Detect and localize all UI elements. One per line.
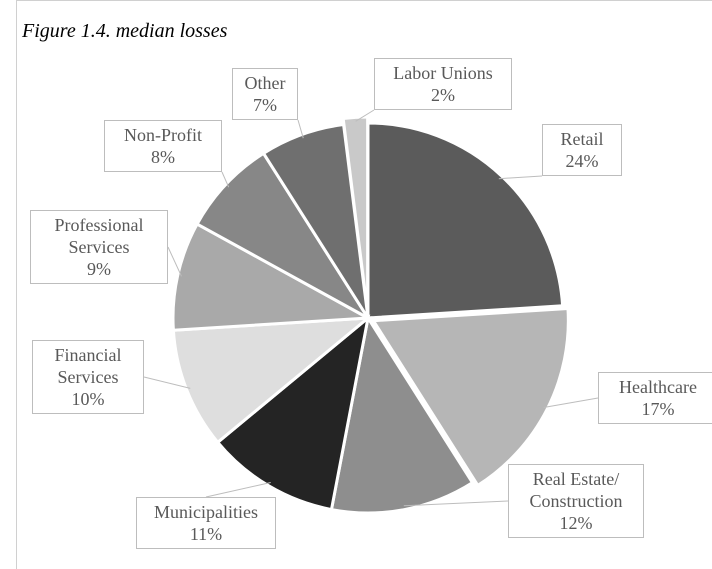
- data-label: Retail 24%: [542, 124, 622, 176]
- chart-title: Figure 1.4. median losses: [22, 20, 228, 42]
- pie-slice: [195, 151, 370, 320]
- pie-slice: [370, 306, 570, 488]
- leader-line: [543, 397, 599, 408]
- data-label: Professional Services 9%: [30, 210, 168, 284]
- leader-line: [143, 376, 191, 389]
- leader-line: [167, 246, 182, 277]
- leader-line: [205, 481, 271, 498]
- value-label: 7%: [253, 95, 277, 115]
- value-label: 11%: [189, 524, 223, 544]
- pie-slice: [171, 222, 374, 332]
- data-label: Other 7%: [232, 68, 298, 120]
- category-label: Professional Services: [54, 215, 144, 257]
- leader-line: [355, 109, 375, 122]
- category-label: Non-Profit: [124, 125, 202, 145]
- value-label: 10%: [71, 389, 105, 409]
- pie-slice: [215, 314, 371, 512]
- chart-border: [16, 0, 712, 569]
- leader-line: [297, 119, 304, 139]
- data-label: Municipalities 11%: [136, 497, 276, 549]
- pie-slice: [171, 316, 373, 445]
- category-label: Financial Services: [54, 345, 122, 387]
- value-label: 24%: [565, 151, 599, 171]
- category-label: Retail: [560, 129, 604, 149]
- data-label: Financial Services 10%: [32, 340, 144, 414]
- value-label: 17%: [641, 399, 675, 419]
- pie-slice: [341, 115, 370, 313]
- value-label: 2%: [431, 85, 455, 105]
- leader-line: [221, 171, 230, 188]
- value-label: 8%: [151, 147, 175, 167]
- leader-line: [498, 175, 543, 180]
- leader-line: [403, 500, 509, 507]
- pie-slice: [366, 121, 565, 320]
- category-label: Real Estate/ Construction: [529, 469, 623, 511]
- value-label: 12%: [559, 513, 593, 533]
- data-label: Healthcare 17%: [598, 372, 712, 424]
- pie-slice: [329, 313, 475, 515]
- value-label: 9%: [87, 259, 111, 279]
- category-label: Other: [244, 73, 286, 93]
- data-label: Non-Profit 8%: [104, 120, 222, 172]
- category-label: Healthcare: [619, 377, 697, 397]
- data-label: Labor Unions 2%: [374, 58, 512, 110]
- data-label: Real Estate/ Construction 12%: [508, 464, 644, 538]
- category-label: Labor Unions: [393, 63, 493, 83]
- category-label: Municipalities: [154, 502, 258, 522]
